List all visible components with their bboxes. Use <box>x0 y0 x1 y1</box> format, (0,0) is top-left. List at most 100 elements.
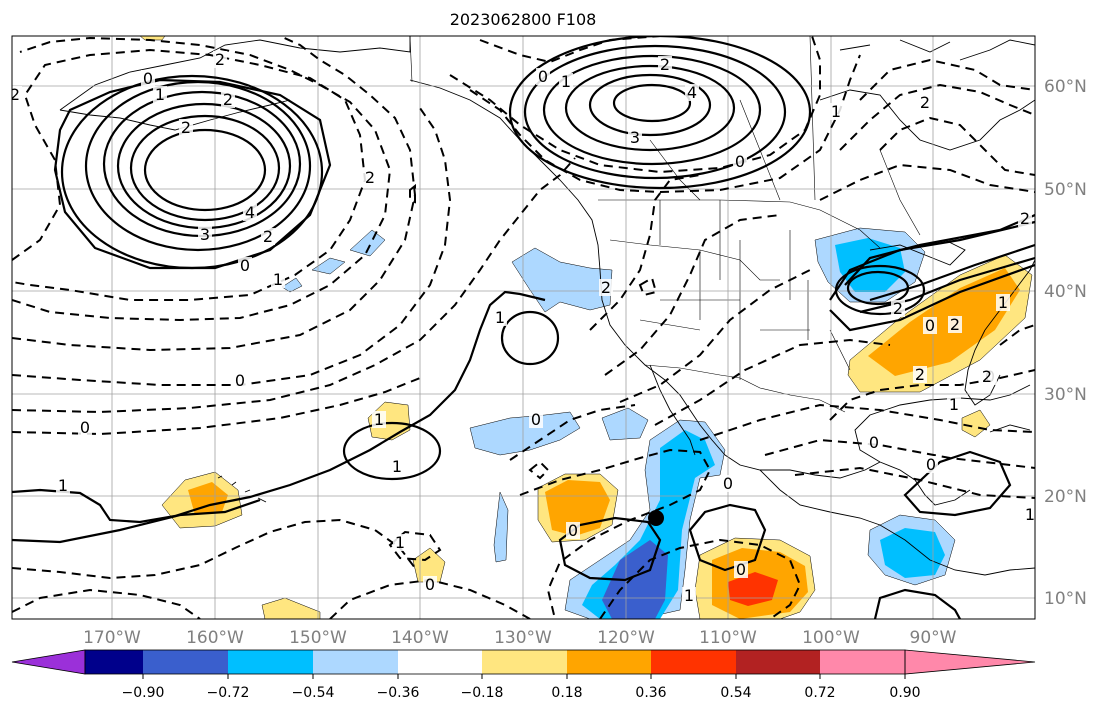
contour-label: 2 <box>365 168 375 187</box>
border-us-mexico <box>644 364 846 413</box>
longitude-label: 90°W <box>910 628 957 648</box>
contour-label: 1 <box>831 102 841 121</box>
contour-label-bg <box>372 411 386 428</box>
contour-neg-6 <box>12 377 421 436</box>
contour-neg-5 <box>12 157 576 414</box>
colorbar: −0.90 −0.72 −0.54 −0.36 −0.18 0.18 0.36 0.54 0.7… <box>11 649 1036 701</box>
contour-pos-ohio-4 <box>829 263 1035 332</box>
contour-label: 0 <box>425 575 435 594</box>
contour-pos-baja-1 <box>558 516 662 582</box>
figure-title: 2023062800 F108 <box>450 10 597 29</box>
contour-neg-15 <box>699 403 1035 441</box>
contour-label: 2 <box>181 118 191 137</box>
shade-area-gulfcoast-pos <box>961 409 991 438</box>
contour-pos-ne-2 <box>588 73 712 137</box>
contour-label: 1 <box>561 72 571 91</box>
colorbar-tick-label: −0.36 <box>377 685 420 701</box>
colorbar-tick-label: 0.54 <box>720 685 751 701</box>
latitude-labels: 60°N 50°N 40°N 30°N 20°N 10°N <box>1044 77 1087 609</box>
contour-label: 2 <box>223 90 233 109</box>
longitude-label: 160°W <box>186 628 244 648</box>
coast-hudson <box>819 89 1035 151</box>
coast-alaska <box>59 36 411 111</box>
colorbar-tick-label: −0.18 <box>461 685 504 701</box>
coast-baja <box>649 364 696 456</box>
contour-neg-29 <box>839 83 1035 151</box>
latitude-label: 20°N <box>1044 487 1087 507</box>
contour-pos-ohio-6 <box>859 256 1035 314</box>
contour-label: 0 <box>531 410 541 429</box>
shade-area-npac-neg-b <box>311 257 346 275</box>
contour-label-bg <box>559 73 573 90</box>
border-alaska-canada <box>409 36 413 83</box>
contour-label: 2 <box>982 367 992 386</box>
contour-neg-8 <box>12 588 201 619</box>
contour-label: 0 <box>143 69 153 88</box>
contour-neg-2 <box>12 36 392 322</box>
latitude-label: 10°N <box>1044 589 1087 609</box>
colorbar-tick-label: −0.54 <box>292 685 335 701</box>
longitude-label: 110°W <box>699 628 757 648</box>
contour-label: 0 <box>235 371 245 390</box>
contour-label: 2 <box>601 278 611 297</box>
latitude-label: 40°N <box>1044 282 1087 302</box>
contour-label-bg <box>12 86 22 103</box>
contour-neg-1 <box>12 48 367 301</box>
contour-label-bg <box>599 279 613 296</box>
contour-label-bg <box>829 103 843 120</box>
contour-label-bg <box>271 271 285 288</box>
contour-label-bg <box>923 317 937 334</box>
contour-pos-1-line <box>12 290 546 524</box>
contour-label-bg <box>536 68 550 85</box>
contour-label-bg <box>924 456 938 473</box>
contour-neg-19 <box>519 448 712 619</box>
contour-pos-pac1 <box>342 421 442 481</box>
contour-neg-23 <box>409 183 416 204</box>
contour-neg-28 <box>859 58 1035 101</box>
contour-neg-26 <box>449 36 821 174</box>
contour-label: 0 <box>926 455 936 474</box>
contour-label: 1 <box>395 533 405 552</box>
contour-neg-12 <box>604 214 781 376</box>
longitude-label: 170°W <box>83 628 141 648</box>
contour-label-bg <box>948 316 962 333</box>
coast-hawaii-islands <box>217 475 267 503</box>
contour-pos-ne-1 <box>612 83 692 123</box>
contour-label-bg <box>980 368 994 385</box>
coast-arctic-islands <box>839 39 951 53</box>
coast-florida <box>964 329 1001 406</box>
contour-label: 1 <box>273 270 283 289</box>
contour-neg-32 <box>999 324 1035 346</box>
contour-pos-nw-2 <box>129 114 281 222</box>
contour-label: 2 <box>893 299 903 318</box>
coast-aleutians <box>59 99 291 131</box>
contour-label: 2 <box>1020 209 1030 228</box>
contour-label: 0 <box>240 256 250 275</box>
colorbar-bin <box>482 650 567 674</box>
contour-pos-cal-1 <box>500 310 560 366</box>
contour-label-bg <box>947 396 961 413</box>
contour-label-bg <box>996 294 1010 311</box>
contour-label: 1 <box>684 586 694 605</box>
contour-label: 0 <box>736 560 746 579</box>
contour-label: 1 <box>374 410 384 429</box>
shade-area-npac-neg-c <box>281 277 303 293</box>
contour-label-bg <box>721 475 735 492</box>
colorbar-bin <box>736 650 820 674</box>
longitude-label: 100°W <box>802 628 860 648</box>
shade-area-south-pos-core <box>728 572 778 606</box>
contour-label-bg <box>1018 210 1032 227</box>
contour-label: 3 <box>630 128 640 147</box>
contour-neg-14 <box>654 338 891 426</box>
contour-neg-7 <box>12 518 416 580</box>
contour-neg-16 <box>764 438 1035 469</box>
contour-neg-27 <box>879 116 1035 176</box>
contour-label-bg <box>733 153 747 170</box>
contour-pos-1-line-2 <box>12 498 261 544</box>
contour-label-bg <box>78 419 92 436</box>
colorbar-bin <box>85 650 143 674</box>
contour-neg-21 <box>528 460 550 480</box>
contour-label: 2 <box>263 227 273 246</box>
contour-label: 2 <box>920 93 930 112</box>
